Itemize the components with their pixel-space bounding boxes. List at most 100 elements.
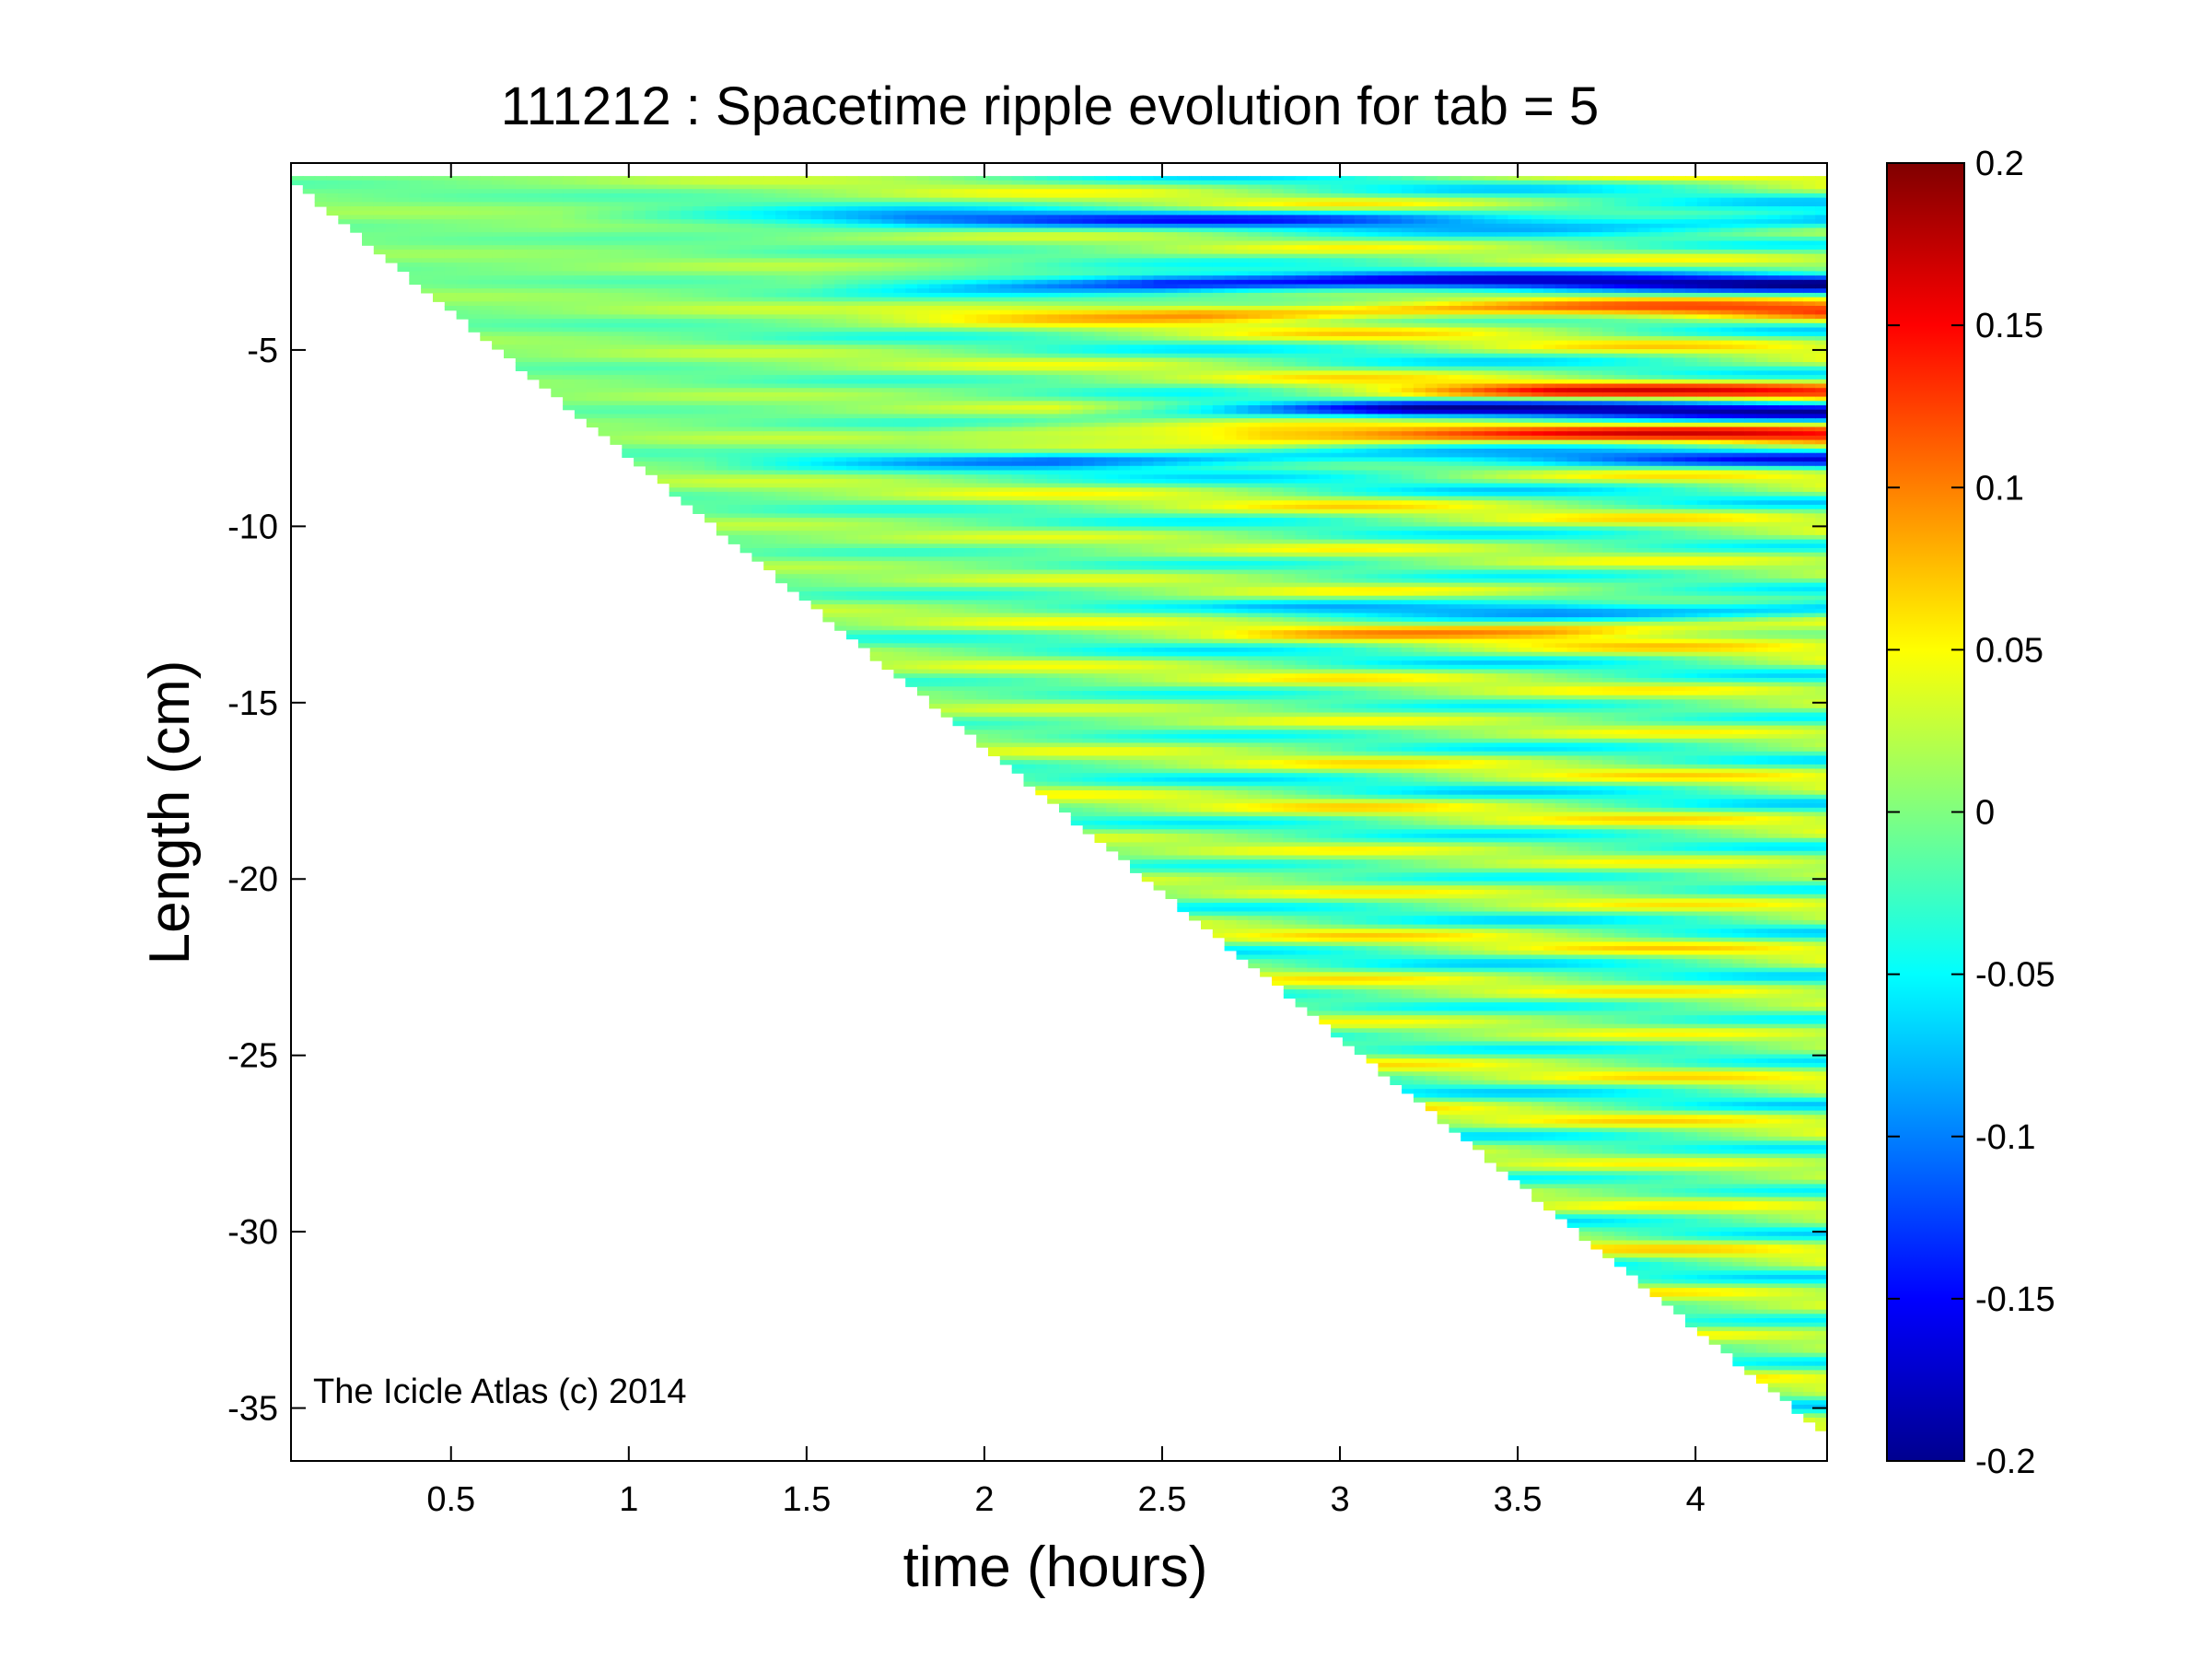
heatmap-cell [634, 439, 646, 445]
heatmap-cell [551, 370, 564, 376]
heatmap-cell [810, 197, 823, 203]
heatmap-cell [563, 193, 576, 199]
heatmap-cell [610, 219, 623, 225]
heatmap-cell [1035, 677, 1048, 683]
heatmap-cell [857, 435, 871, 441]
heatmap-cell [373, 189, 387, 194]
heatmap-cell [988, 314, 1001, 320]
heatmap-cell [940, 604, 954, 610]
heatmap-cell [857, 487, 871, 493]
heatmap-cell [1035, 608, 1048, 614]
heatmap-cell [574, 210, 588, 216]
heatmap-cell [881, 202, 894, 207]
heatmap-cell [586, 271, 600, 276]
heatmap-cell [786, 439, 800, 445]
heatmap-cell [751, 539, 764, 544]
heatmap-cell [881, 327, 894, 333]
heatmap-cell [988, 189, 1001, 194]
heatmap-cell [1059, 474, 1072, 480]
heatmap-cell [775, 552, 788, 557]
heatmap-cell [857, 401, 871, 406]
heatmap-cell [409, 253, 422, 259]
heatmap-cell [988, 228, 1001, 233]
heatmap-cell [1011, 673, 1025, 679]
heatmap-cell [1047, 574, 1060, 579]
heatmap-cell [905, 245, 918, 251]
heatmap-cell [763, 452, 776, 458]
heatmap-cell [634, 275, 646, 281]
heatmap-cell [657, 263, 670, 268]
heatmap-cell [775, 513, 788, 519]
heatmap-cell [657, 396, 670, 402]
heatmap-cell [704, 362, 717, 368]
heatmap-cell [669, 245, 681, 251]
heatmap-cell [881, 375, 894, 380]
heatmap-cell [1059, 401, 1072, 406]
heatmap-cell [822, 565, 835, 571]
heatmap-cell [775, 327, 788, 333]
heatmap-cell [444, 184, 458, 190]
heatmap-cell [964, 370, 977, 376]
heatmap-cell [728, 288, 741, 294]
heatmap-cell [798, 565, 812, 571]
heatmap-cell [905, 613, 918, 618]
heatmap-cell [385, 176, 398, 181]
heatmap-cell [822, 366, 835, 371]
heatmap-cell [917, 197, 930, 203]
heatmap-cell [492, 180, 505, 186]
heatmap-cell [622, 301, 634, 307]
heatmap-cell [786, 491, 800, 497]
heatmap-cell [704, 258, 717, 263]
heatmap-cell [515, 332, 529, 337]
heatmap-cell [928, 578, 942, 584]
heatmap-cell [409, 223, 422, 229]
heatmap-cell [857, 306, 871, 311]
heatmap-cell [917, 349, 930, 355]
heatmap-cell [728, 210, 741, 216]
heatmap-cell [1023, 521, 1036, 528]
heatmap-cell [834, 253, 847, 259]
heatmap-cell [1047, 747, 1060, 753]
heatmap-cell [1035, 600, 1048, 605]
heatmap-cell [1011, 600, 1025, 605]
heatmap-cell [940, 518, 954, 523]
heatmap-cell [504, 288, 517, 294]
heatmap-cell [1059, 370, 1072, 376]
heatmap-cell [999, 366, 1013, 371]
heatmap-cell [988, 638, 1001, 644]
heatmap-cell [634, 310, 646, 315]
heatmap-cell [480, 202, 493, 207]
heatmap-cell [952, 409, 965, 415]
heatmap-cell [905, 314, 918, 320]
heatmap-cell [917, 565, 930, 571]
heatmap-cell [869, 569, 883, 575]
heatmap-cell [373, 249, 387, 255]
heatmap-cell [421, 232, 434, 238]
heatmap-cell [716, 513, 729, 519]
heatmap-cell [1047, 236, 1060, 242]
heatmap-cell [905, 345, 918, 350]
heatmap-cell [905, 625, 918, 631]
heatmap-cell [893, 288, 906, 294]
heatmap-cell [586, 396, 600, 402]
heatmap-cell [433, 210, 446, 216]
heatmap-cell [822, 491, 835, 497]
heatmap-cell [846, 600, 859, 605]
heatmap-cell [657, 279, 670, 286]
heatmap-cell [456, 271, 469, 276]
heatmap-cell [373, 223, 387, 229]
heatmap-cell [645, 215, 658, 220]
heatmap-cell [480, 258, 493, 263]
heatmap-cell [527, 232, 540, 238]
heatmap-cell [928, 193, 942, 199]
heatmap-cell [1059, 353, 1072, 358]
heatmap-cell [869, 656, 883, 661]
heatmap-cell [940, 452, 954, 458]
heatmap-cell [893, 249, 906, 255]
heatmap-cell [574, 232, 588, 238]
heatmap-cell [1059, 604, 1072, 610]
heatmap-cell [964, 505, 977, 510]
heatmap-cell [657, 340, 670, 345]
heatmap-cell [1035, 613, 1048, 618]
heatmap-cell [456, 292, 469, 298]
